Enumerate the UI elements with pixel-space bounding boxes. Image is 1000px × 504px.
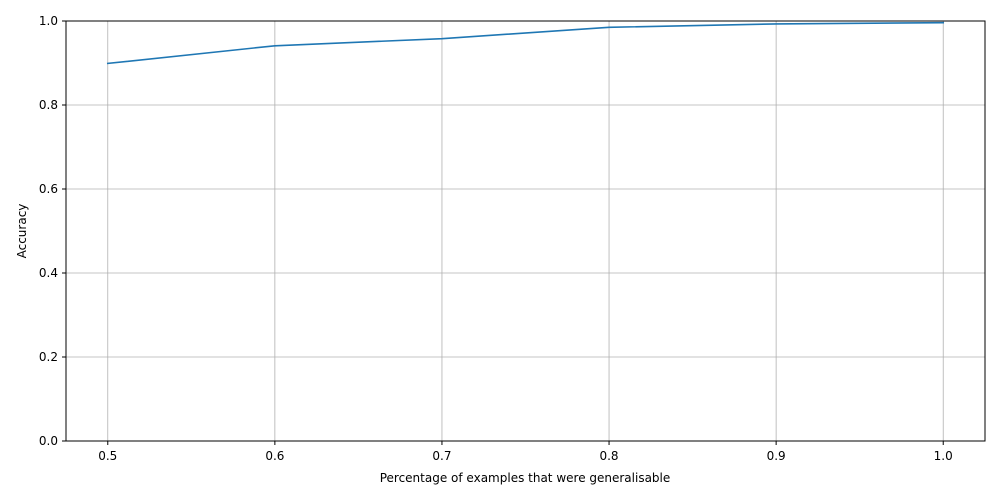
x-tick-label: 1.0 [934, 449, 953, 463]
series-line [106, 21, 945, 65]
y-tick-label: 0.4 [39, 266, 58, 280]
y-tick-label: 0.6 [39, 182, 58, 196]
y-axis-label: Accuracy [15, 204, 29, 259]
ticks-layer: 0.5 0.6 0.7 0.8 0.9 1.0 0.0 0.2 0.4 0.6 0.8 1.0 [39, 14, 953, 463]
y-tick-label: 0.2 [39, 350, 58, 364]
x-tick-label: 0.8 [599, 449, 618, 463]
x-axis-label: Percentage of examples that were general… [380, 471, 671, 485]
x-tick-label: 0.5 [98, 449, 117, 463]
plot-frame [65, 20, 986, 442]
x-tick-label: 0.6 [265, 449, 284, 463]
y-tick-label: 0.8 [39, 98, 58, 112]
x-tick-label: 0.7 [432, 449, 451, 463]
series-layer [106, 21, 945, 65]
grid-layer [66, 20, 985, 442]
y-tick-label: 1.0 [39, 14, 58, 28]
y-tick-label: 0.0 [39, 434, 58, 448]
x-tick-label: 0.9 [767, 449, 786, 463]
axes-layer [65, 20, 986, 442]
